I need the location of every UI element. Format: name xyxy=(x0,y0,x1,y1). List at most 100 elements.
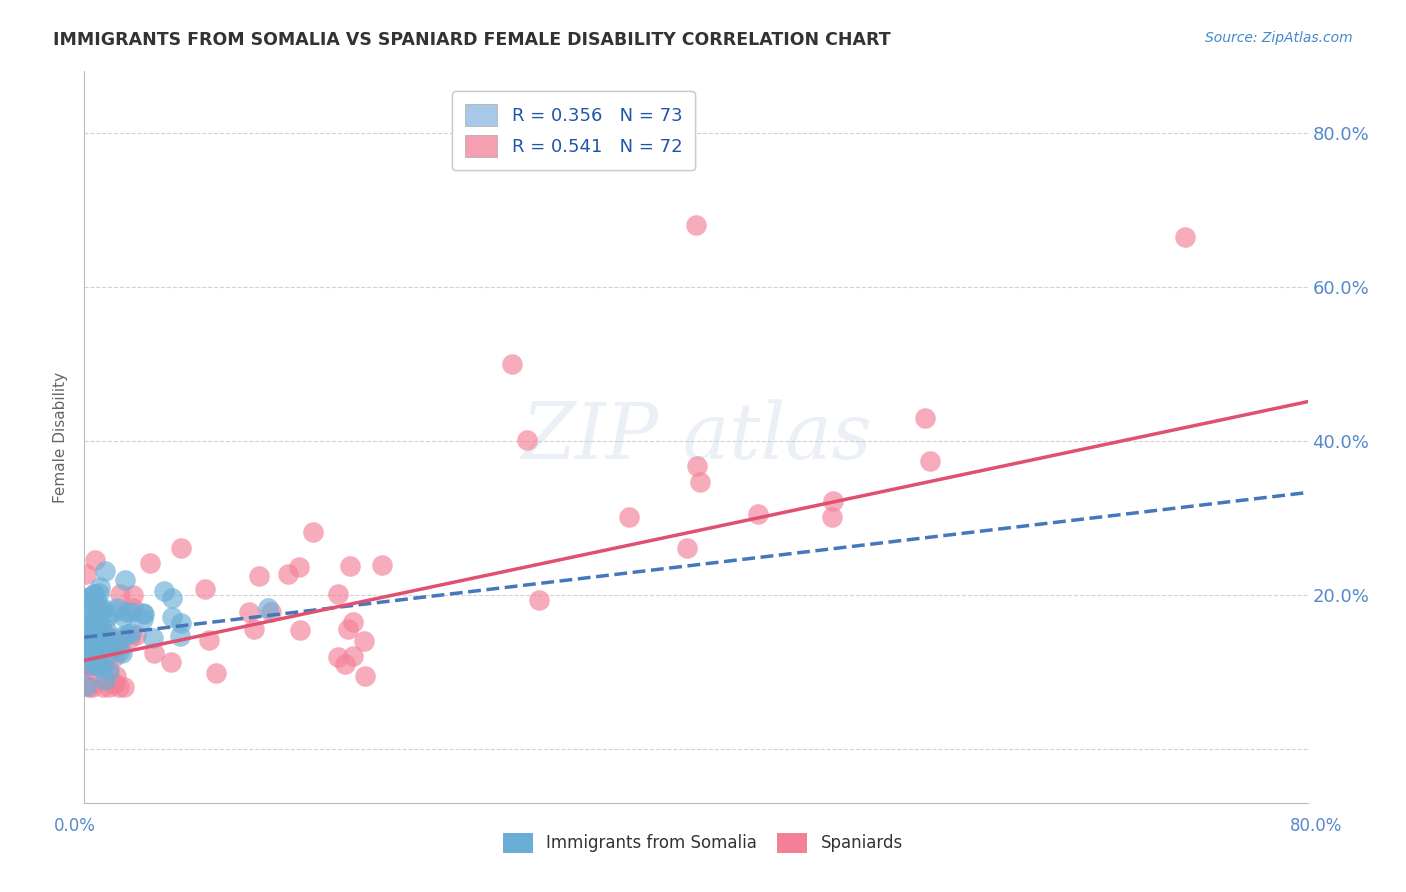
Point xyxy=(353,633,375,648)
Point xyxy=(502,357,524,371)
Point xyxy=(87,632,110,646)
Point xyxy=(169,629,191,643)
Point xyxy=(288,624,311,638)
Point xyxy=(160,591,183,605)
Point xyxy=(326,649,349,664)
Point xyxy=(197,632,219,647)
Point xyxy=(339,559,361,574)
Point xyxy=(96,609,118,624)
Point xyxy=(194,582,217,596)
Point xyxy=(76,641,98,656)
Point xyxy=(87,609,110,624)
Point xyxy=(529,593,551,607)
Point xyxy=(76,591,98,605)
Point xyxy=(83,615,105,629)
Point xyxy=(87,622,110,636)
Point xyxy=(335,657,357,672)
Point xyxy=(103,649,125,664)
Point xyxy=(170,616,193,631)
Point xyxy=(114,573,136,587)
Point xyxy=(120,606,142,620)
Point xyxy=(371,558,394,572)
Point xyxy=(142,646,165,660)
Point xyxy=(117,627,139,641)
Point xyxy=(336,622,359,636)
Point xyxy=(112,681,135,695)
Point xyxy=(83,586,105,600)
Point xyxy=(121,601,143,615)
Point xyxy=(104,676,127,690)
Point xyxy=(111,632,134,646)
Point xyxy=(80,681,103,695)
Point xyxy=(87,586,110,600)
Point xyxy=(91,626,114,640)
Point xyxy=(125,628,148,642)
Text: 80.0%: 80.0% xyxy=(1291,817,1343,835)
Point xyxy=(111,629,134,643)
Point xyxy=(142,631,165,645)
Point xyxy=(914,410,936,425)
Point xyxy=(260,606,283,620)
Point xyxy=(170,541,193,555)
Point xyxy=(79,629,101,643)
Point xyxy=(205,665,228,680)
Point xyxy=(288,559,311,574)
Point xyxy=(75,566,97,581)
Point xyxy=(90,618,112,632)
Point xyxy=(134,607,156,622)
Point xyxy=(84,616,107,631)
Point xyxy=(617,510,640,524)
Point xyxy=(82,608,104,623)
Point xyxy=(243,622,266,636)
Point xyxy=(111,646,134,660)
Legend: Immigrants from Somalia, Spaniards: Immigrants from Somalia, Spaniards xyxy=(495,824,911,862)
Point xyxy=(91,657,114,672)
Point xyxy=(77,636,100,650)
Point xyxy=(75,679,97,693)
Point xyxy=(97,681,120,695)
Point xyxy=(114,605,136,619)
Point xyxy=(689,475,711,490)
Point xyxy=(97,664,120,678)
Point xyxy=(90,602,112,616)
Point xyxy=(86,635,108,649)
Point xyxy=(101,605,124,619)
Point xyxy=(238,606,260,620)
Point xyxy=(86,659,108,673)
Point xyxy=(79,610,101,624)
Point xyxy=(77,636,100,650)
Point xyxy=(139,556,162,570)
Point xyxy=(86,651,108,665)
Point xyxy=(83,632,105,647)
Point xyxy=(77,645,100,659)
Y-axis label: Female Disability: Female Disability xyxy=(53,371,69,503)
Point xyxy=(93,631,115,645)
Point xyxy=(75,632,97,646)
Point xyxy=(108,645,131,659)
Point xyxy=(132,612,155,626)
Point xyxy=(918,454,941,468)
Point xyxy=(91,681,114,695)
Point xyxy=(84,665,107,679)
Point xyxy=(747,507,769,521)
Point xyxy=(79,644,101,658)
Point xyxy=(326,587,349,601)
Point xyxy=(75,639,97,653)
Point xyxy=(122,588,145,602)
Point xyxy=(676,541,699,556)
Point xyxy=(79,641,101,656)
Point xyxy=(247,569,270,583)
Point xyxy=(93,602,115,616)
Point xyxy=(84,617,107,632)
Point xyxy=(89,659,111,673)
Point xyxy=(107,681,129,695)
Point xyxy=(94,673,117,687)
Point xyxy=(342,615,364,630)
Text: 0.0%: 0.0% xyxy=(53,817,96,835)
Point xyxy=(89,580,111,594)
Point xyxy=(87,623,110,637)
Point xyxy=(84,552,107,566)
Point xyxy=(84,592,107,607)
Point xyxy=(94,564,117,578)
Point xyxy=(79,640,101,654)
